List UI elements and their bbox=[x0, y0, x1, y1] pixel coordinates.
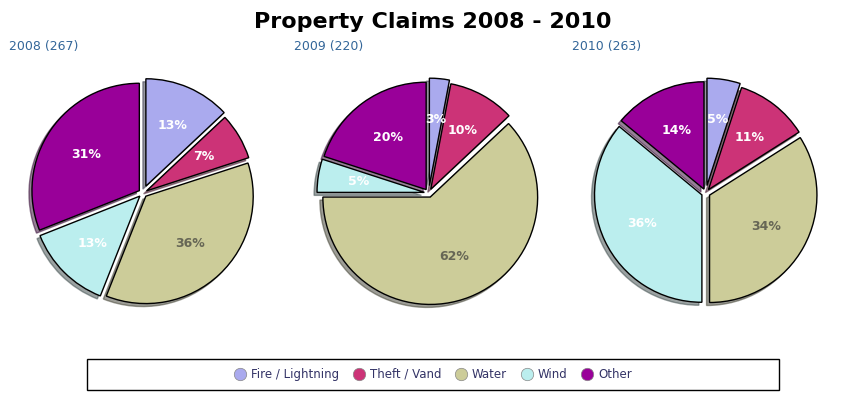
Text: 7%: 7% bbox=[193, 151, 215, 164]
Wedge shape bbox=[40, 196, 139, 296]
Text: 20%: 20% bbox=[373, 131, 404, 144]
Text: 13%: 13% bbox=[158, 119, 187, 132]
Text: 5%: 5% bbox=[348, 175, 369, 188]
Text: 34%: 34% bbox=[751, 220, 781, 233]
Wedge shape bbox=[32, 83, 139, 230]
Text: 10%: 10% bbox=[448, 125, 478, 138]
Wedge shape bbox=[708, 87, 799, 190]
Text: 3%: 3% bbox=[425, 113, 446, 126]
Text: 2009 (220): 2009 (220) bbox=[294, 41, 364, 54]
Text: Property Claims 2008 - 2010: Property Claims 2008 - 2010 bbox=[255, 12, 611, 32]
Text: 13%: 13% bbox=[78, 237, 107, 250]
Wedge shape bbox=[145, 79, 224, 186]
Text: 5%: 5% bbox=[707, 113, 728, 126]
Text: 36%: 36% bbox=[627, 217, 656, 230]
Text: 62%: 62% bbox=[439, 251, 469, 264]
Text: 31%: 31% bbox=[71, 148, 101, 161]
Legend: Fire / Lightning, Theft / Vand, Water, Wind, Other: Fire / Lightning, Theft / Vand, Water, W… bbox=[229, 362, 637, 387]
Wedge shape bbox=[107, 163, 253, 303]
Wedge shape bbox=[430, 78, 449, 186]
Wedge shape bbox=[709, 138, 817, 303]
Wedge shape bbox=[317, 159, 424, 192]
Text: 2010 (263): 2010 (263) bbox=[572, 41, 641, 54]
Text: 2008 (267): 2008 (267) bbox=[9, 41, 78, 54]
Wedge shape bbox=[707, 78, 740, 186]
Wedge shape bbox=[430, 84, 509, 189]
Wedge shape bbox=[595, 126, 702, 302]
Text: 14%: 14% bbox=[662, 125, 692, 138]
Wedge shape bbox=[621, 82, 704, 189]
Text: 36%: 36% bbox=[175, 237, 205, 250]
Wedge shape bbox=[146, 117, 249, 191]
Text: 11%: 11% bbox=[734, 130, 764, 143]
Wedge shape bbox=[324, 82, 426, 190]
Wedge shape bbox=[323, 124, 538, 305]
